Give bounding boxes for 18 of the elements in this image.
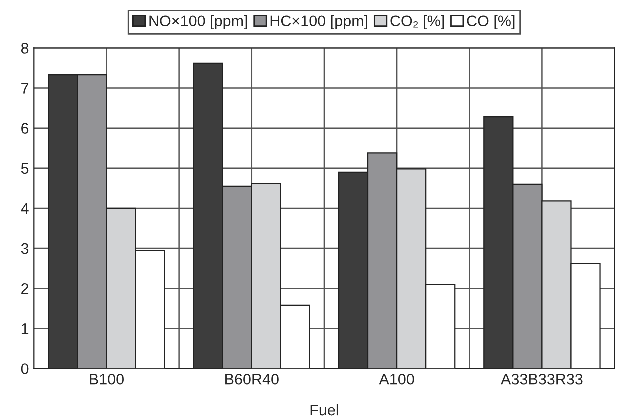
x-tick-label: B60R40: [226, 374, 279, 385]
x-axis-title: Fuel: [310, 404, 338, 416]
x-tick-label: B100: [90, 374, 124, 385]
y-tick-label: 7: [22, 83, 29, 94]
y-tick-label: 8: [21, 43, 29, 54]
y-tick-label: 6: [22, 123, 29, 134]
legend-label: CO [%]: [467, 15, 515, 30]
x-tick-label: A100: [379, 374, 414, 385]
y-tick-label: 2: [22, 283, 29, 294]
y-tick-label: 5: [21, 163, 29, 174]
legend-label: NO×100 [ppm]: [150, 15, 248, 30]
x-tick-label: A33B33R33: [501, 374, 583, 385]
y-tick-label: 3: [21, 243, 29, 254]
y-tick-label: 4: [21, 203, 29, 214]
y-tick-label: 1: [22, 324, 29, 334]
legend-label: CO₂ [%]: [390, 15, 444, 30]
legend-label: HC×100 [ppm]: [270, 15, 368, 30]
y-tick-label: 0: [21, 364, 29, 374]
